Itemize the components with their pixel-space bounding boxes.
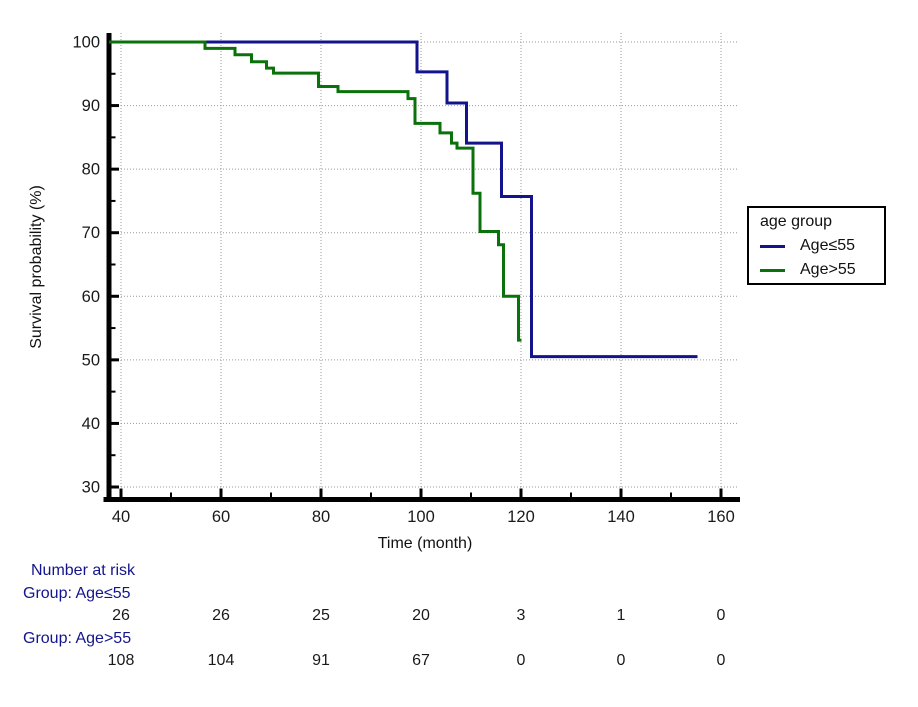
x-tick-label: 60 <box>212 508 230 526</box>
risk-count: 91 <box>312 652 330 669</box>
risk-count: 67 <box>412 652 430 669</box>
survival-curve-age-gt-55 <box>109 40 522 342</box>
risk-counts-row-age-gt-55: 108 104 91 67 0 0 0 <box>0 652 918 672</box>
legend-label-age-gt-55: Age>55 <box>800 261 856 278</box>
y-tick-label: 60 <box>82 288 100 306</box>
x-tick-label: 140 <box>607 508 635 526</box>
y-tick-label: 100 <box>72 34 100 52</box>
x-tick-label: 100 <box>407 508 435 526</box>
y-tick-label: 90 <box>82 97 100 115</box>
risk-count: 0 <box>616 652 626 669</box>
survival-chart-plot: 30 40 50 60 70 80 90 100 40 60 80 100 120 140 160 <box>72 33 740 526</box>
age-gt-55-line-swatch <box>760 268 785 272</box>
y-tick-label: 80 <box>82 161 100 179</box>
legend-box: age group Age≤55 Age>55 <box>747 206 886 285</box>
risk-group-label-age-gt-55: Group: Age>55 <box>23 630 132 647</box>
number-at-risk-header: Number at risk <box>31 562 136 579</box>
y-tick-label: 70 <box>82 224 100 242</box>
y-tick-label: 30 <box>82 478 100 496</box>
risk-count: 25 <box>312 607 330 624</box>
x-tick-label: 160 <box>707 508 735 526</box>
risk-count: 0 <box>516 652 526 669</box>
survival-curve-age-le-55 <box>109 40 698 359</box>
x-tick-label: 120 <box>507 508 535 526</box>
risk-count: 3 <box>516 607 526 624</box>
y-tick-label: 50 <box>82 351 100 369</box>
risk-count: 1 <box>616 607 626 624</box>
risk-count: 0 <box>716 607 726 624</box>
legend-item-age-le-55: Age≤55 <box>760 237 884 255</box>
risk-count: 104 <box>207 652 235 669</box>
risk-group-label-age-le-55: Group: Age≤55 <box>23 585 131 602</box>
x-tick-label: 40 <box>112 508 130 526</box>
risk-count: 20 <box>412 607 430 624</box>
risk-count: 26 <box>112 607 130 624</box>
legend-item-age-gt-55: Age>55 <box>760 261 884 279</box>
risk-count: 0 <box>716 652 726 669</box>
y-tick-label: 40 <box>82 415 100 433</box>
x-tick-label: 80 <box>312 508 330 526</box>
risk-count: 26 <box>212 607 230 624</box>
legend-label-age-le-55: Age≤55 <box>800 237 856 254</box>
y-axis-title: Survival probability (%) <box>28 185 45 349</box>
legend-title: age group <box>760 213 833 230</box>
age-le-55-line-swatch <box>760 244 785 248</box>
risk-counts-row-age-le-55: 26 26 25 20 3 1 0 <box>0 607 918 627</box>
x-axis-title: Time (month) <box>377 535 473 552</box>
risk-count: 108 <box>107 652 135 669</box>
